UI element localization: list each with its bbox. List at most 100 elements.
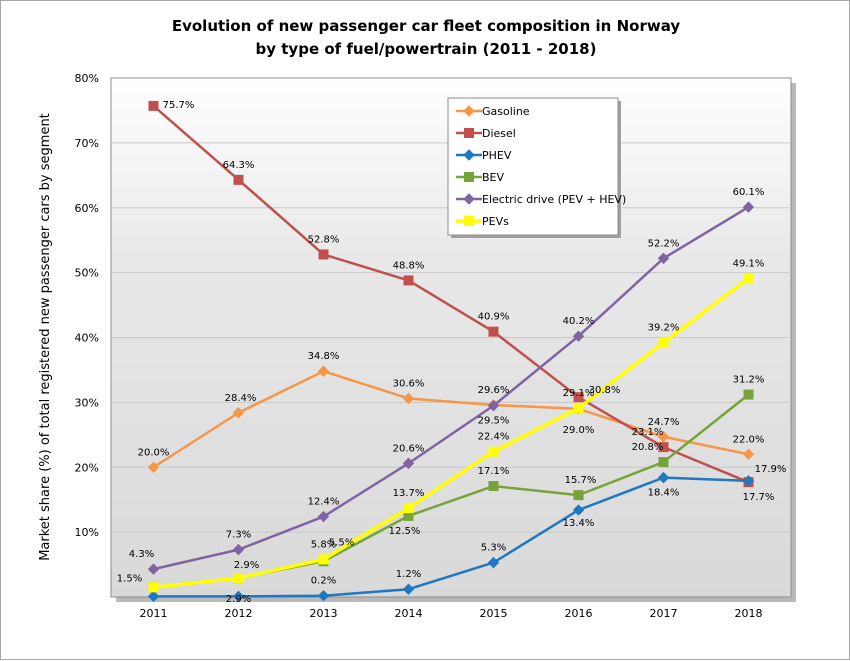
data-point (318, 554, 329, 565)
data-label: 40.2% (563, 316, 595, 327)
data-label: 64.3% (223, 160, 255, 171)
data-point (658, 457, 669, 468)
data-label: 17.9% (755, 464, 787, 475)
data-point (148, 582, 159, 593)
data-label: 22.4% (478, 432, 510, 443)
data-label: 28.4% (225, 393, 257, 404)
data-label: 29.1% (563, 388, 595, 399)
data-point (233, 174, 244, 185)
data-label: 29.5% (478, 416, 510, 427)
data-label: 1.5% (117, 573, 142, 584)
data-label: 13.7% (393, 488, 425, 499)
data-point (657, 252, 670, 265)
legend-marker (464, 216, 474, 226)
data-labels: 20.0% 28.4% 34.8% 30.6% 29.6% 29.0% 24.7% 22.0%… (117, 100, 787, 605)
data-point (317, 365, 330, 377)
data-label: 15.7% (565, 475, 597, 486)
data-point (742, 448, 755, 460)
legend-item-bev: BEV (456, 171, 504, 184)
y-tick-label: 20% (75, 461, 99, 474)
legend-marker (463, 105, 475, 117)
data-point (403, 503, 414, 514)
chart-subtitle: by type of fuel/powertrain (2011 - 2018) (256, 40, 597, 58)
data-point (742, 475, 755, 487)
legend-label: Electric drive (PEV + HEV) (482, 193, 626, 206)
data-point (317, 510, 330, 523)
series-line-pevs (153, 277, 750, 590)
data-point (488, 446, 499, 457)
series-line-phev (153, 476, 749, 598)
x-tick-label: 2014 (395, 607, 423, 620)
legend-marker (463, 149, 475, 161)
data-label: 1.2% (396, 569, 421, 580)
legend-label: Gasoline (482, 105, 530, 118)
x-tick-label: 2011 (140, 607, 168, 620)
data-label: 31.2% (733, 375, 765, 386)
series-lines (147, 100, 755, 603)
legend-item-pevs: PEVs (456, 215, 509, 228)
data-label: 49.1% (733, 258, 765, 269)
data-point (573, 392, 584, 403)
data-label: 5.3% (481, 543, 506, 554)
data-point (318, 249, 329, 260)
data-point (572, 504, 585, 516)
data-point (232, 407, 245, 419)
data-point (657, 431, 670, 443)
x-tick-label: 2018 (735, 607, 763, 620)
data-point (488, 326, 499, 337)
y-tick-label: 50% (75, 267, 99, 280)
y-tick-label: 60% (75, 202, 99, 215)
data-label: 17.1% (478, 466, 510, 477)
data-label: 0.2% (311, 576, 336, 587)
data-label: 18.4% (648, 488, 680, 499)
series-line-electric-drive-pev-hev (153, 206, 750, 571)
data-point (488, 481, 499, 492)
data-label: 75.7% (163, 100, 195, 111)
legend-marker (464, 172, 474, 182)
data-label: 39.2% (648, 323, 680, 334)
series-electric-drive-pev-hev (147, 201, 755, 575)
x-tick-label: 2013 (310, 607, 338, 620)
legend-label: PEVs (482, 215, 509, 228)
data-point (573, 403, 584, 414)
data-point (232, 543, 245, 556)
y-tick-label: 30% (75, 396, 99, 409)
y-tick-label: 10% (75, 526, 99, 539)
data-label: 24.7% (648, 417, 680, 428)
legend-item-phev: PHEV (456, 149, 512, 162)
legend-item-diesel: Diesel (456, 127, 516, 140)
data-label: 17.7% (743, 492, 775, 503)
data-point (743, 389, 754, 400)
data-label: 20.0% (138, 447, 170, 458)
data-point (147, 461, 160, 473)
data-point (402, 392, 415, 405)
data-label: 29.0% (563, 425, 595, 436)
data-point (232, 590, 245, 603)
data-point (742, 201, 755, 213)
data-point (657, 471, 670, 484)
data-label: 12.5% (389, 526, 421, 537)
data-label: 52.2% (648, 238, 680, 249)
data-point (487, 399, 500, 412)
data-point (233, 573, 244, 584)
y-axis-label: Market share (%) of total registered new… (38, 113, 53, 561)
data-point (402, 457, 415, 470)
y-tick-label: 80% (75, 72, 99, 85)
data-point (573, 490, 584, 501)
legend-item-electric-drive-pev-hev: Electric drive (PEV + HEV) (456, 193, 626, 206)
legend-label: BEV (482, 171, 504, 184)
data-point (148, 100, 159, 111)
series-line-diesel (152, 104, 749, 484)
data-label: 29.6% (478, 385, 510, 396)
x-tick-label: 2016 (565, 607, 593, 620)
data-label: 7.3% (226, 530, 251, 541)
x-axis-ticks: 2011 2012 2013 2014 2015 2016 2017 2018 (140, 607, 763, 620)
legend-item-gasoline: Gasoline (456, 105, 530, 118)
y-tick-label: 40% (75, 332, 99, 345)
data-point (572, 330, 585, 342)
data-label: 34.8% (308, 351, 340, 362)
legend-label: PHEV (482, 149, 512, 162)
x-tick-label: 2017 (650, 607, 678, 620)
